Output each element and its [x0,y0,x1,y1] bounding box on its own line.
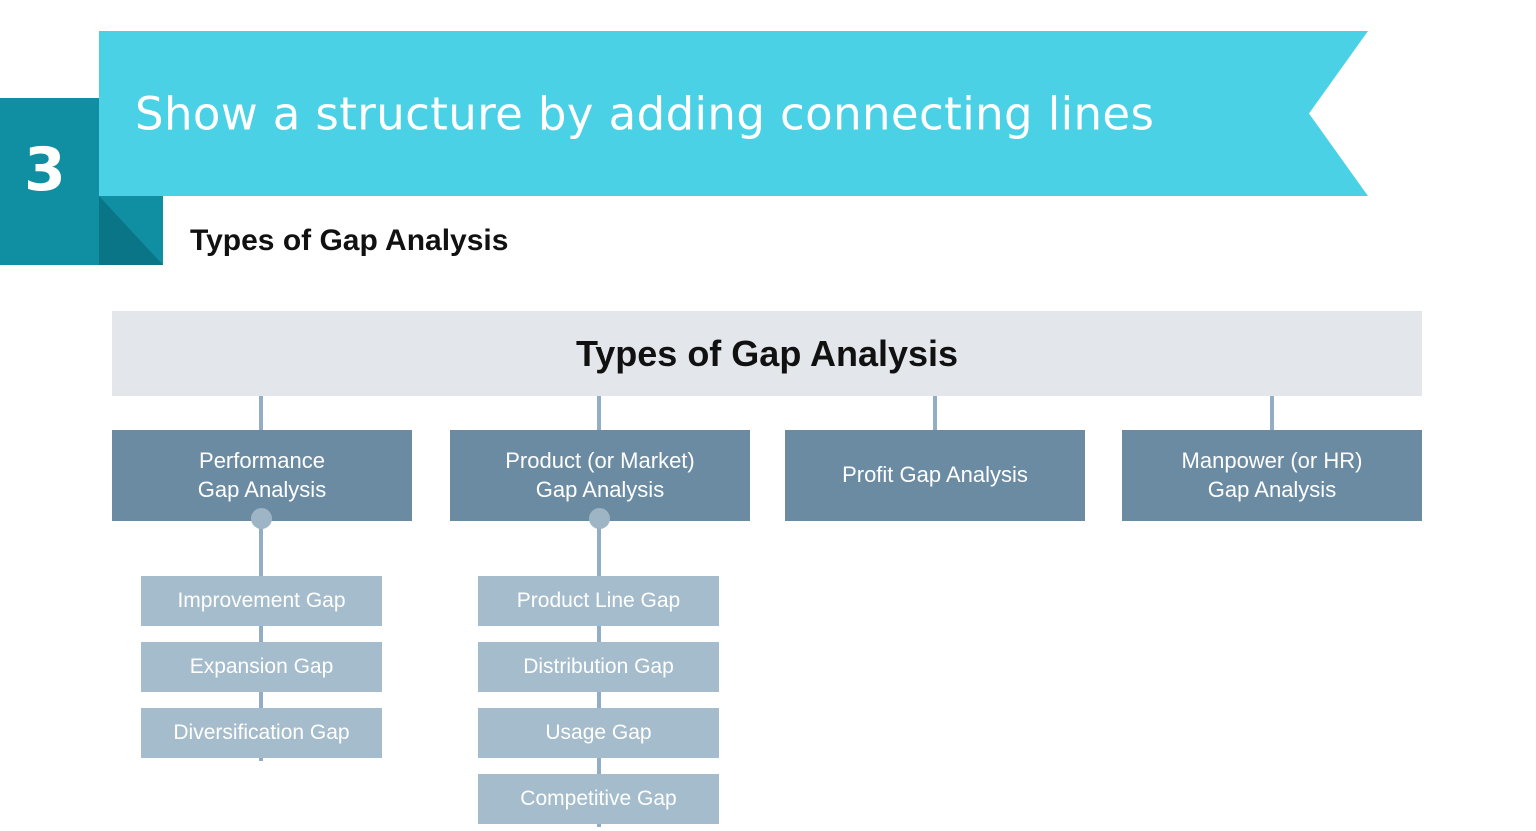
leaf-box-product-line-gap[interactable]: Product Line Gap [478,576,719,626]
header-banner: Show a structure by adding connecting li… [99,31,1368,196]
leaf-label: Expansion Gap [189,655,334,678]
step-number-label: 3 [24,135,66,205]
connector-root-to-branch-1 [259,396,263,434]
leaf-label: Improvement Gap [177,589,346,612]
branch-1-node-dot [251,508,272,529]
branch-label: Profit Gap Analysis [842,462,1028,488]
branch-box-manpower-hr[interactable]: Manpower (or HR) Gap Analysis [1122,430,1422,521]
leaf-box-usage-gap[interactable]: Usage Gap [478,708,719,758]
leaf-box-expansion-gap[interactable]: Expansion Gap [141,642,382,692]
branch-box-performance[interactable]: Performance Gap Analysis [112,430,412,521]
connector-root-to-branch-4 [1270,396,1274,434]
branch-box-profit[interactable]: Profit Gap Analysis [785,430,1085,521]
slide-subtitle: Types of Gap Analysis [190,224,509,257]
diagram-root-bar: Types of Gap Analysis [112,311,1422,396]
leaf-label: Competitive Gap [520,787,677,810]
leaf-box-improvement-gap[interactable]: Improvement Gap [141,576,382,626]
leaf-label: Distribution Gap [523,655,674,678]
leaf-box-distribution-gap[interactable]: Distribution Gap [478,642,719,692]
leaf-label: Product Line Gap [516,589,681,612]
leaf-box-competitive-gap[interactable]: Competitive Gap [478,774,719,824]
connector-root-to-branch-2 [597,396,601,434]
branch-label: Manpower (or HR) Gap Analysis [1181,447,1363,502]
leaf-label: Usage Gap [545,721,652,744]
diagram-root-label: Types of Gap Analysis [575,332,959,374]
leaf-box-diversification-gap[interactable]: Diversification Gap [141,708,382,758]
branch-label: Product (or Market) Gap Analysis [505,447,695,502]
branch-label: Performance Gap Analysis [197,447,327,502]
banner-title: Show a structure by adding connecting li… [135,87,1155,140]
connector-root-to-branch-3 [933,396,937,434]
branch-box-product-market[interactable]: Product (or Market) Gap Analysis [450,430,750,521]
connector-branch-1-spine [259,518,263,761]
leaf-label: Diversification Gap [173,721,350,744]
branch-2-node-dot [589,508,610,529]
